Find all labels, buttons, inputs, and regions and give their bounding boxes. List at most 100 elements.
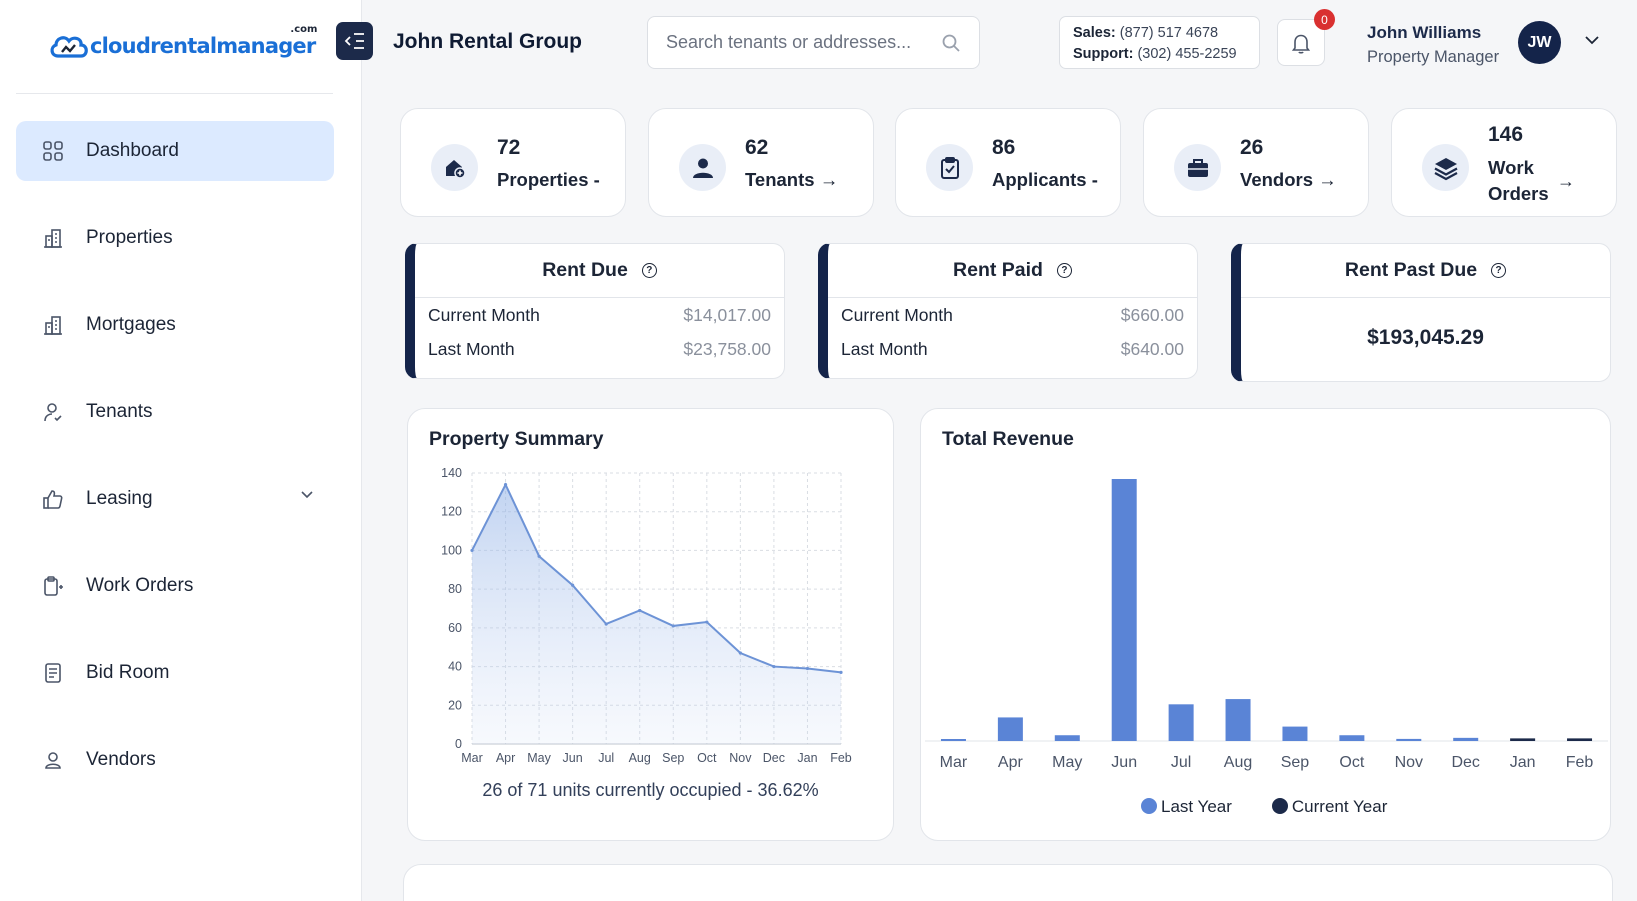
rent-due-row: Last Month $23,758.00 [415,332,784,366]
stat-label: Properties - [497,169,600,190]
sidebar-item-mortgages[interactable]: Mortgages [16,295,334,355]
x-tick-label: Aug [1224,754,1252,771]
buildings-icon [42,314,64,336]
sidebar-toggle-button[interactable] [336,22,373,60]
x-tick-label: Oct [1339,754,1364,771]
x-tick-label: Mar [940,754,968,771]
sidebar-item-dashboard[interactable]: Dashboard [16,121,334,181]
x-tick-label: Aug [629,751,651,765]
row-value: $660.00 [1120,304,1184,325]
bar [1054,735,1080,741]
sidebar-item-label: Mortgages [86,314,176,335]
legend-label: Last Year [1161,797,1232,816]
sidebar-divider [16,93,333,94]
data-point [772,664,776,669]
rent-paid-title: Rent Paid [953,259,1043,281]
stat-value: 146 [1488,123,1524,146]
x-tick-label: May [527,751,551,765]
logo-word-rest: rentalmanager [150,34,316,58]
y-tick-label: 120 [441,505,462,519]
bar [1225,699,1251,741]
stat-card-tenants[interactable]: 62 Tenants → [648,108,874,217]
support-phone[interactable]: (302) 455-2259 [1137,46,1237,62]
stat-label: Vendors → [1240,169,1337,190]
sidebar-item-vendors[interactable]: Vendors [16,730,334,790]
brand-logo[interactable]: cloudrentalmanager .com [48,24,317,64]
notification-count-badge: 0 [1314,9,1335,30]
rent-paid-row: Current Month $660.00 [828,298,1197,332]
clipboard-check-icon [926,144,973,191]
x-tick-label: May [1052,754,1082,771]
rent-due-card: Rent Due? Current Month $14,017.00 Last M… [405,243,785,379]
sidebar: cloudrentalmanager .com Dashboard Propert… [0,0,362,901]
avatar[interactable]: JW [1518,21,1561,64]
x-tick-label: Mar [461,751,483,765]
x-tick-label: Sep [662,751,684,765]
sidebar-item-leasing[interactable]: Leasing [16,469,334,529]
chevron-down-icon[interactable] [1584,35,1600,45]
x-tick-label: Apr [998,754,1024,771]
stat-card-applicants[interactable]: 86 Applicants - [895,108,1121,217]
row-value: $640.00 [1120,338,1184,359]
legend-item-current-year[interactable]: Current Year [1271,797,1387,817]
y-tick-label: 80 [448,582,462,596]
stat-card-properties[interactable]: 72 Properties - [400,108,626,217]
data-point [738,651,742,655]
search-icon[interactable] [941,33,961,53]
stat-value: 62 [745,136,769,159]
total-revenue-panel: Total Revenue Mar Apr May Jun Jul Aug Sep Oct No… [920,408,1611,841]
x-tick-label: Oct [697,751,717,765]
help-icon[interactable]: ? [641,263,657,278]
bar [1453,737,1479,741]
contact-box: Sales: (877) 517 4678 Support: (302) 455… [1059,16,1260,69]
row-value: $23,758.00 [683,338,771,359]
sidebar-item-label: Bid Room [86,662,170,683]
layers-icon [1422,144,1469,191]
help-icon[interactable]: ? [1056,263,1072,278]
bar [940,739,966,741]
search-box[interactable] [647,16,980,69]
data-point [470,548,474,553]
search-input[interactable] [666,32,941,53]
bar [1282,726,1308,741]
x-tick-label: Jun [1111,754,1137,771]
stat-card-work-orders[interactable]: 146 Work Orders → [1391,108,1617,217]
y-tick-label: 40 [448,660,462,674]
row-value: $14,017.00 [683,304,771,325]
y-tick-label: 140 [441,466,462,480]
stat-arrow: → [1557,171,1575,191]
sidebar-item-tenants[interactable]: Tenants [16,382,334,442]
legend-item-last-year[interactable]: Last Year [1141,797,1232,817]
chart-legend: Last Year Current Year [1141,797,1387,817]
row-label: Current Month [841,304,953,325]
sales-label: Sales: [1073,25,1116,41]
data-point [671,624,675,628]
person-icon [679,144,726,191]
x-tick-label: Sep [1281,754,1310,771]
y-tick-label: 20 [448,698,462,712]
stat-value: 72 [497,136,521,159]
area-fill [472,484,841,744]
bell-icon [1291,34,1311,54]
x-tick-label: Jan [1510,754,1536,771]
x-tick-label: Apr [496,751,515,765]
user-name[interactable]: John Williams [1367,23,1482,42]
stat-value: 26 [1240,136,1264,159]
chevron-down-icon[interactable] [300,490,314,500]
y-tick-label: 100 [441,543,462,557]
sidebar-item-label: Leasing [86,488,153,509]
sales-phone[interactable]: (877) 517 4678 [1119,25,1219,41]
home-plus-icon [431,144,478,191]
sidebar-item-bid-room[interactable]: Bid Room [16,643,334,703]
sidebar-item-properties[interactable]: Properties [16,208,334,268]
sidebar-item-work-orders[interactable]: Work Orders [16,556,334,616]
y-tick-label: 0 [455,737,462,751]
user-role: Property Manager [1367,48,1500,66]
rent-past-due-card: Rent Past Due? $193,045.29 [1231,243,1611,382]
row-label: Last Month [428,338,515,359]
sidebar-item-label: Work Orders [86,575,194,596]
stat-card-vendors[interactable]: 26 Vendors → [1143,108,1369,217]
rent-past-due-value: $193,045.29 [1367,326,1484,349]
row-label: Current Month [428,304,540,325]
help-icon[interactable]: ? [1491,263,1507,278]
